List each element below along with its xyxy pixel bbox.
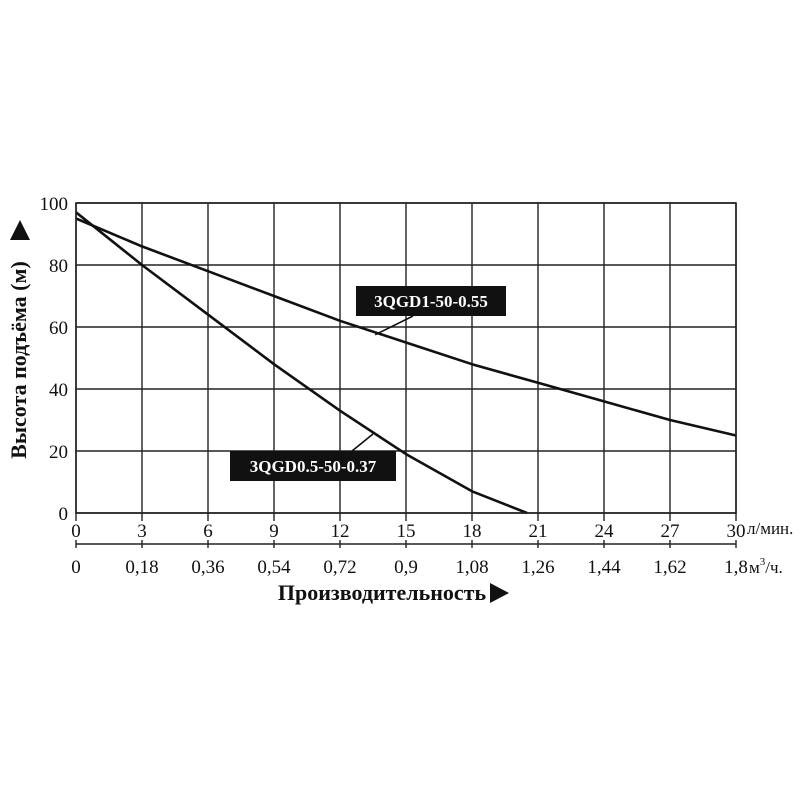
- x-axis-title: Производительность: [278, 580, 487, 605]
- x-tick-label: 24: [595, 521, 615, 542]
- x-secondary-tick-label: 1,44: [587, 557, 621, 578]
- x-tick-label: 15: [397, 521, 416, 542]
- y-tick-label: 20: [49, 442, 68, 463]
- y-axis-title: Высота подъёма (м): [6, 261, 31, 459]
- x-secondary-tick-label: 1,8: [724, 557, 748, 578]
- y-tick-label: 80: [49, 256, 68, 277]
- grid: [75, 202, 737, 514]
- x-tick-label: 9: [269, 521, 279, 542]
- x-secondary-tick-label: 1,26: [521, 557, 554, 578]
- x-tick-label: 3: [137, 521, 147, 542]
- series-label-leader-1: [374, 315, 414, 336]
- x-secondary-tick-label: 0,54: [257, 557, 291, 578]
- axes: 0030,1860,3690,54120,72150,9181,08211,26…: [40, 194, 748, 578]
- x-axis-arrow-icon: [490, 583, 509, 603]
- y-tick-label: 60: [49, 318, 68, 339]
- x-tick-label: 27: [661, 521, 680, 542]
- series-label-leader-2: [351, 433, 374, 452]
- series-label-box-2: [230, 451, 396, 481]
- x-secondary-tick-label: 1,62: [653, 557, 686, 578]
- series-label-box-1: [356, 286, 506, 316]
- series-line-2: [75, 211, 528, 515]
- series-label-1: 3QGD1-50-0.55: [374, 292, 488, 311]
- series-label-2: 3QGD0.5-50-0.37: [250, 457, 377, 476]
- plot-frame: [75, 202, 737, 514]
- series-labels: 3QGD1-50-0.55 3QGD0.5-50-0.37: [230, 286, 506, 481]
- x-secondary-tick-label: 0,18: [125, 557, 158, 578]
- y-tick-label: 40: [49, 380, 68, 401]
- x-unit-secondary: м3/ч.: [749, 556, 783, 577]
- x-secondary-tick-label: 0,9: [394, 557, 418, 578]
- x-tick-label: 30: [727, 521, 746, 542]
- x-tick-label: 21: [529, 521, 548, 542]
- x-secondary-tick-label: 0,72: [323, 557, 356, 578]
- series-line-1: [75, 217, 737, 437]
- series-lines: [75, 211, 737, 515]
- series-label-leaders: [351, 315, 414, 452]
- y-axis-arrow-icon: [10, 220, 30, 240]
- x-tick-label: 6: [203, 521, 213, 542]
- y-tick-label: 100: [40, 194, 69, 215]
- x-tick-label: 12: [331, 521, 350, 542]
- x-tick-label: 0: [71, 521, 81, 542]
- x-unit-primary: л/мин.: [747, 519, 793, 538]
- x-secondary-tick-label: 0: [71, 557, 81, 578]
- x-secondary-tick-label: 0,36: [191, 557, 224, 578]
- x-tick-label: 18: [463, 521, 482, 542]
- y-tick-label: 0: [59, 504, 69, 525]
- x-secondary-tick-label: 1,08: [455, 557, 488, 578]
